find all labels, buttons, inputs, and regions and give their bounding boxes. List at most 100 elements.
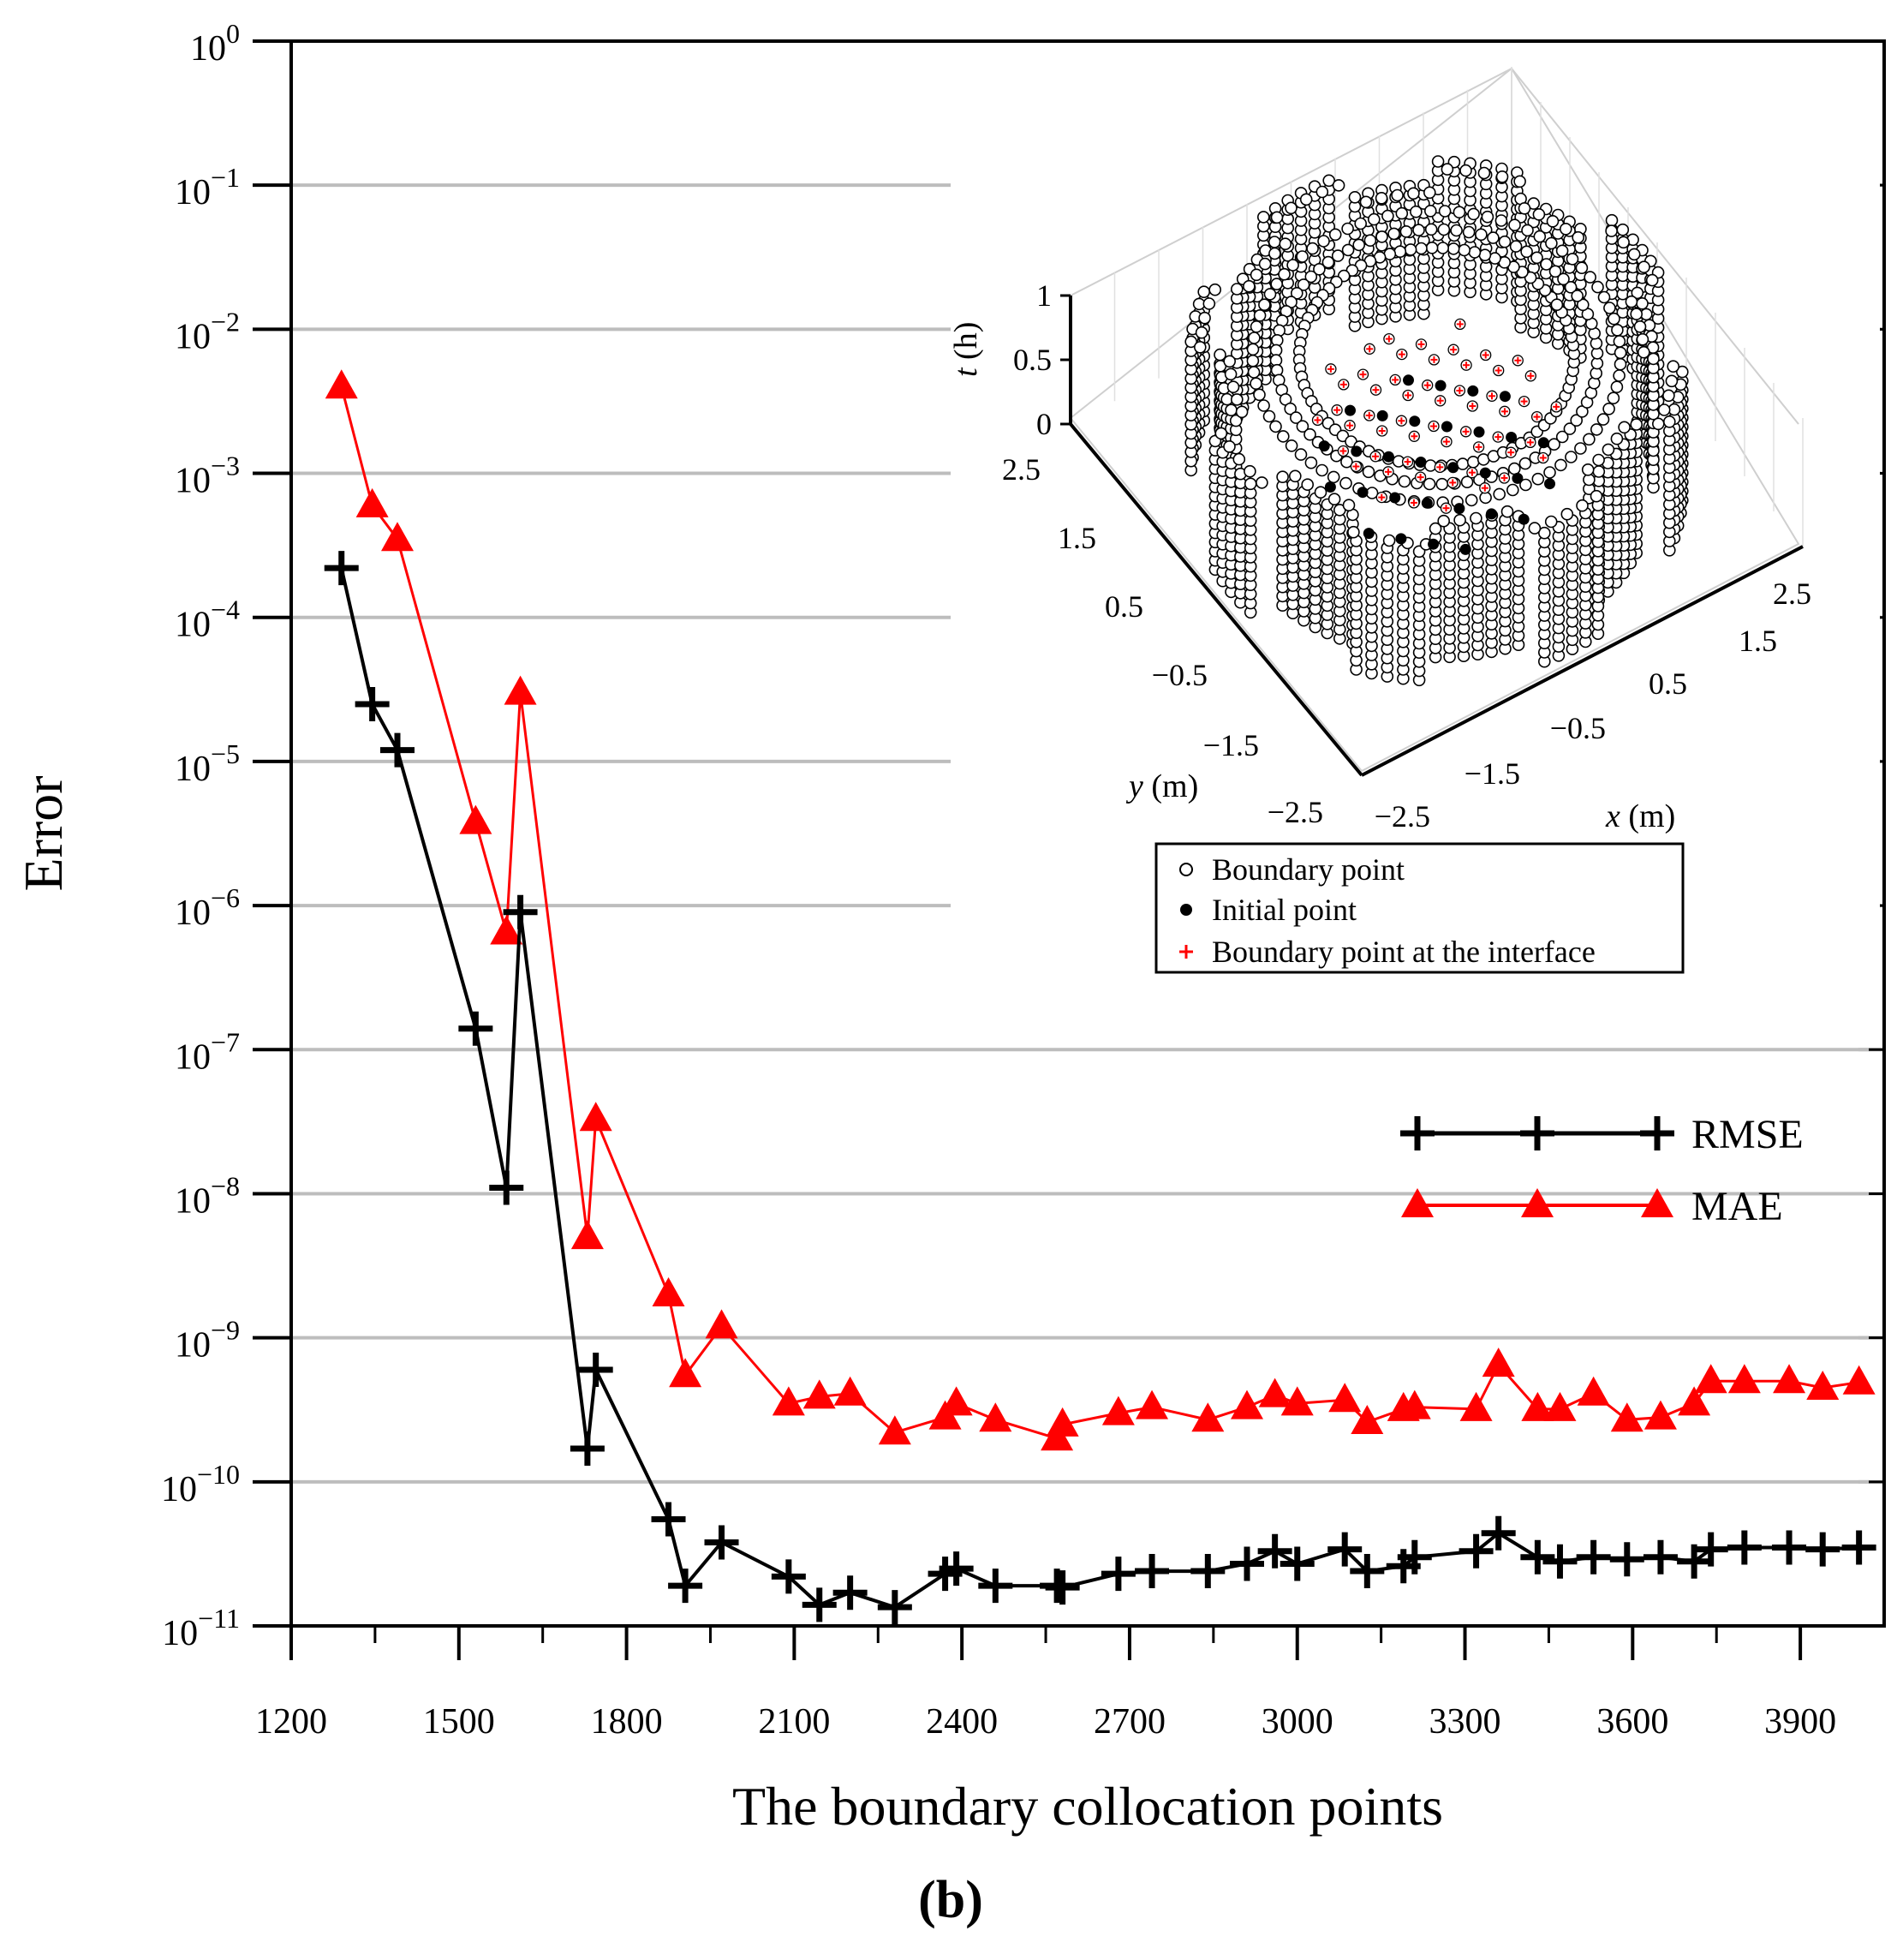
inset-interface-plus: [1463, 362, 1470, 369]
inset-boundary-point: [1277, 430, 1290, 443]
data-point-mae: [381, 522, 414, 552]
inset-interface-plus: [1494, 433, 1502, 441]
inset-boundary-point: [1532, 208, 1546, 221]
inset-boundary-point: [1270, 363, 1284, 377]
inset-boundary-point: [1247, 366, 1261, 379]
data-point-rmse: [1397, 1539, 1432, 1575]
inset-initial-point: [1459, 543, 1471, 555]
inset-boundary-point: [1257, 399, 1270, 412]
inset-boundary-point: [1270, 278, 1283, 290]
inset-boundary-point: [1387, 227, 1400, 241]
inset-boundary-point: [1605, 224, 1618, 237]
inset-boundary-point: [1289, 469, 1302, 483]
inset-boundary-point: [1565, 451, 1578, 463]
inset-interface-plus: [1449, 479, 1457, 487]
data-point-rmse: [1350, 1554, 1385, 1589]
data-point-rmse: [1841, 1530, 1876, 1565]
inset-interface-plus: [1507, 449, 1515, 457]
inset-boundary-point: [1466, 455, 1480, 469]
y-tick-label: 10−8: [175, 1170, 240, 1221]
inset-boundary-point: [1460, 475, 1474, 489]
inset-boundary-point: [1570, 414, 1583, 427]
inset-boundary-point: [1437, 514, 1450, 528]
inset-boundary-point: [1545, 236, 1558, 250]
inset-boundary-point: [1424, 459, 1437, 472]
inset-boundary-point: [1625, 295, 1638, 308]
inset-boundary-point: [1246, 354, 1260, 368]
inset-boundary-point: [1431, 155, 1445, 168]
inset-boundary-point: [1557, 272, 1570, 286]
inset-boundary-point: [1258, 298, 1271, 312]
data-point-rmse: [1693, 1532, 1728, 1567]
inset-boundary-point: [1248, 332, 1261, 344]
data-point-mae: [1842, 1365, 1876, 1395]
inset-boundary-point: [1321, 255, 1335, 269]
x-tick-label: 3000: [1262, 1702, 1333, 1742]
data-point-rmse: [489, 1170, 524, 1205]
inset-z-tick-label: 0: [1036, 407, 1052, 441]
data-point-mae: [325, 369, 358, 399]
inset-boundary-point: [1258, 257, 1272, 271]
inset-boundary-point: [1197, 285, 1210, 299]
data-point-rmse: [1135, 1554, 1170, 1589]
inset-boundary-point: [1304, 456, 1318, 469]
inset-boundary-point: [1270, 211, 1284, 224]
data-point-rmse: [1805, 1532, 1840, 1567]
data-point-mae: [1351, 1405, 1384, 1435]
inset-boundary-point: [1297, 278, 1310, 291]
inset-boundary-point: [1566, 253, 1579, 266]
inset-boundary-point: [1616, 223, 1630, 236]
inset-boundary-point: [1315, 185, 1329, 199]
data-point-rmse: [1772, 1530, 1807, 1565]
data-point-mae: [1046, 1407, 1079, 1437]
inset-boundary-point: [1458, 243, 1470, 257]
inset-boundary-point: [1618, 421, 1631, 434]
inset-interface-plus: [1333, 406, 1341, 414]
inset-boundary-point: [1645, 273, 1659, 287]
inset-initial-point: [1486, 508, 1497, 520]
inset-boundary-point: [1214, 427, 1228, 440]
inset-legend-filled-circle-marker: [1180, 904, 1192, 916]
inset-boundary-point: [1494, 214, 1508, 227]
data-point-mae: [1459, 1391, 1493, 1421]
x-tick-label: 3900: [1764, 1702, 1836, 1742]
inset-boundary-point: [1243, 279, 1256, 293]
x-tick-label: 1200: [255, 1702, 327, 1742]
data-point-mae: [979, 1402, 1012, 1432]
inset-boundary-point: [1398, 475, 1411, 488]
inset-boundary-point: [1229, 414, 1243, 427]
inset-boundary-point: [1676, 365, 1689, 379]
inset-initial-point: [1324, 481, 1336, 493]
inset-boundary-point: [1603, 302, 1616, 314]
data-point-mae: [669, 1358, 702, 1388]
data-point-mae: [1328, 1383, 1362, 1413]
inset-interface-plus: [1404, 458, 1411, 466]
inset-x-tick-label: −0.5: [1550, 711, 1606, 745]
data-point-mae: [1258, 1377, 1292, 1407]
x-tick-label: 2400: [926, 1702, 998, 1742]
inset-interface-plus: [1398, 417, 1405, 425]
inset-initial-point: [1512, 472, 1524, 484]
inset-boundary-point: [1375, 230, 1388, 243]
inset-boundary-point: [1513, 175, 1526, 188]
legend-mae-markers: [1401, 1188, 1673, 1217]
data-point-mae: [1521, 1391, 1554, 1421]
y-tick-label: 10−9: [175, 1315, 240, 1365]
inset-boundary-point: [1395, 206, 1409, 220]
series-rmse: [324, 551, 1876, 1625]
data-point-rmse: [355, 686, 390, 721]
data-point-rmse: [1190, 1554, 1226, 1589]
inset-interface-plus: [1372, 386, 1380, 394]
inset-boundary-point: [1663, 415, 1676, 428]
inset-boundary-point: [1327, 493, 1341, 506]
inset-boundary-point: [1184, 335, 1197, 349]
inset-interface-plus: [1339, 447, 1347, 455]
inset-boundary-point: [1493, 487, 1506, 501]
data-point-mae: [1398, 1389, 1431, 1419]
inset-initial-point: [1357, 487, 1369, 499]
inset-initial-point: [1415, 457, 1427, 468]
x-tick-label: 1800: [591, 1702, 663, 1742]
data-point-mae: [1280, 1386, 1314, 1416]
inset-boundary-point: [1296, 420, 1309, 433]
inset-boundary-point: [1560, 222, 1572, 236]
